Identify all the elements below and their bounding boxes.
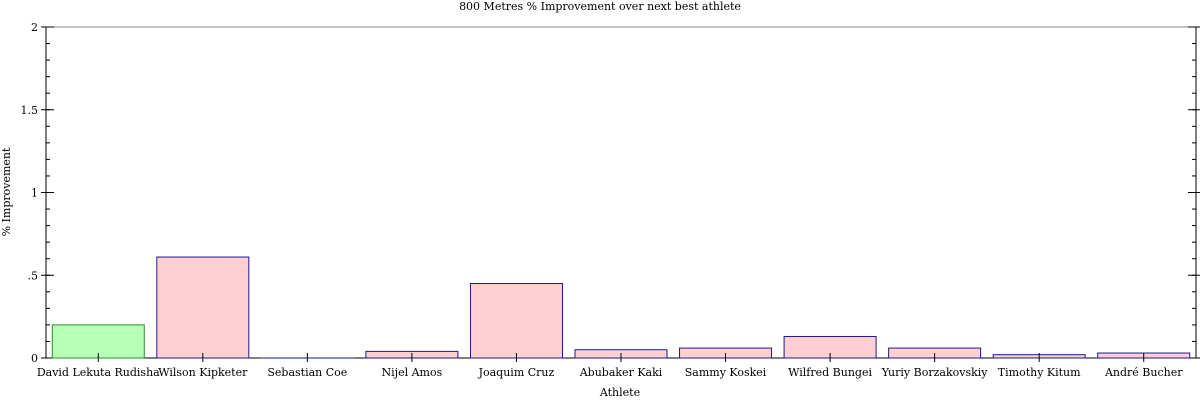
bar <box>156 256 250 359</box>
x-tick-label: Sammy Koskei <box>685 366 767 379</box>
x-tick-label: Nijel Amos <box>382 366 443 379</box>
y-axis-label: % Improvement <box>0 147 13 236</box>
x-tick-label: Wilson Kipketer <box>158 366 248 379</box>
x-tick-label: Wilfred Bungei <box>788 366 872 379</box>
x-tick-label: Yuriy Borzakovskiy <box>881 366 989 379</box>
bars <box>51 256 1191 359</box>
x-tick-label: Abubaker Kaki <box>579 366 663 379</box>
bar <box>51 324 145 359</box>
x-tick-label: David Lekuta Rudisha <box>37 366 160 379</box>
y-tick-label: 1 <box>31 187 38 200</box>
x-tick-label: André Bucher <box>1104 366 1183 379</box>
y-tick-label: 2 <box>31 21 38 34</box>
y-tick-label: .5 <box>28 269 39 282</box>
bar <box>469 283 563 359</box>
x-axis-label: Athlete <box>599 386 640 399</box>
x-tick-label: Timothy Kitum <box>998 366 1081 379</box>
x-tick-label: Sebastian Coe <box>267 366 347 379</box>
x-tick-label: Joaquim Cruz <box>478 366 555 379</box>
y-tick-label: 1.5 <box>21 104 39 117</box>
y-tick-label: 0 <box>31 352 38 365</box>
chart-title: 800 Metres % Improvement over next best … <box>459 0 741 13</box>
